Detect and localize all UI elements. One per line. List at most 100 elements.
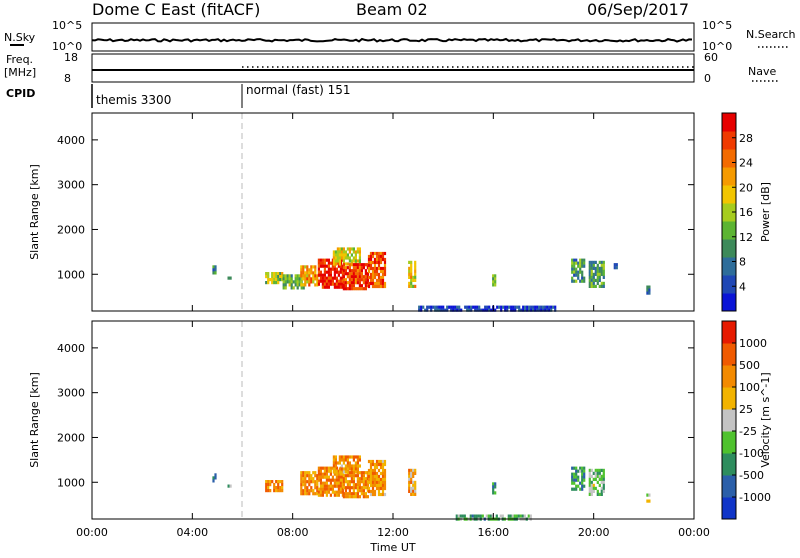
data-cell bbox=[360, 266, 363, 270]
data-cell bbox=[546, 308, 549, 312]
data-cell bbox=[334, 458, 337, 462]
data-cell bbox=[348, 263, 351, 267]
data-cell bbox=[367, 486, 371, 491]
data-cell bbox=[579, 267, 582, 271]
data-cell bbox=[306, 489, 309, 493]
data-cell bbox=[573, 267, 576, 271]
data-cell bbox=[440, 308, 443, 312]
colorbar-tick-label: -100 bbox=[739, 447, 764, 460]
data-cell bbox=[434, 305, 437, 309]
data-cell bbox=[337, 490, 340, 494]
data-cell bbox=[319, 273, 322, 277]
data-cell bbox=[383, 474, 387, 479]
cpid-panel: CPID themis 3300 normal (fast) 151 bbox=[6, 83, 350, 108]
data-cell bbox=[371, 459, 375, 464]
data-cell bbox=[346, 455, 349, 459]
data-cell bbox=[575, 487, 578, 491]
data-cell bbox=[331, 282, 334, 286]
data-cell bbox=[316, 277, 319, 281]
data-cell bbox=[440, 305, 443, 309]
data-cell bbox=[381, 278, 385, 283]
data-cell bbox=[414, 483, 417, 487]
data-cell bbox=[267, 278, 270, 282]
data-cell bbox=[348, 471, 351, 475]
data-cell bbox=[375, 266, 379, 271]
data-cell bbox=[339, 478, 342, 482]
colorbar-tick-label: 16 bbox=[739, 206, 753, 219]
data-cell bbox=[362, 477, 365, 481]
data-cell bbox=[344, 489, 347, 493]
data-cell bbox=[323, 270, 326, 274]
data-cell bbox=[646, 499, 649, 503]
colorbar-tick-label: 12 bbox=[739, 231, 753, 244]
data-cell bbox=[408, 486, 411, 490]
data-cell bbox=[466, 308, 469, 312]
data-cell bbox=[214, 271, 217, 275]
data-cell bbox=[414, 471, 417, 475]
data-cell bbox=[342, 455, 345, 459]
data-cell bbox=[350, 275, 353, 279]
data-cell bbox=[492, 280, 495, 284]
data-cell bbox=[319, 276, 322, 280]
data-cell bbox=[316, 483, 319, 487]
data-cell bbox=[373, 260, 377, 265]
data-cell bbox=[588, 275, 591, 279]
data-cell bbox=[331, 267, 334, 271]
data-cell bbox=[381, 492, 385, 497]
data-cell bbox=[325, 285, 328, 289]
data-cell bbox=[473, 514, 476, 518]
data-cell bbox=[271, 275, 274, 279]
data-cell bbox=[477, 514, 480, 518]
data-cell bbox=[613, 263, 616, 267]
data-cell bbox=[478, 305, 481, 309]
data-cell bbox=[279, 486, 282, 490]
data-cell bbox=[339, 285, 342, 289]
data-cell bbox=[354, 486, 357, 490]
data-cell bbox=[522, 308, 525, 312]
data-cell bbox=[602, 269, 605, 273]
data-cell bbox=[383, 492, 387, 497]
data-cell bbox=[323, 484, 326, 488]
data-cell bbox=[494, 485, 497, 489]
data-cell bbox=[474, 308, 477, 312]
data-cell bbox=[277, 483, 280, 487]
data-cell bbox=[526, 308, 529, 312]
data-cell bbox=[418, 308, 421, 312]
data-cell bbox=[598, 260, 601, 264]
data-cell bbox=[354, 263, 357, 267]
data-cell bbox=[354, 250, 357, 254]
data-cell bbox=[379, 260, 383, 265]
data-cell bbox=[571, 276, 574, 280]
data-cell bbox=[596, 489, 599, 493]
data-cell bbox=[348, 464, 351, 468]
data-cell bbox=[316, 274, 319, 278]
y-tick-label: 2000 bbox=[57, 431, 85, 444]
data-cell bbox=[379, 477, 383, 482]
data-cell bbox=[273, 275, 276, 279]
data-cell bbox=[364, 263, 367, 267]
data-cell bbox=[342, 269, 345, 273]
data-cell bbox=[350, 269, 353, 273]
data-cell bbox=[592, 284, 595, 288]
data-cell bbox=[412, 275, 415, 279]
freq-panel: Freq. [MHz] 18 8 60 0 Nave bbox=[4, 51, 778, 85]
data-cell bbox=[588, 471, 591, 475]
data-cell bbox=[342, 281, 345, 285]
data-cell bbox=[358, 287, 361, 291]
data-cell bbox=[573, 258, 576, 262]
data-cell bbox=[470, 305, 473, 309]
data-cell bbox=[581, 258, 584, 262]
data-cell bbox=[383, 257, 387, 262]
data-cell bbox=[348, 483, 351, 487]
data-cell bbox=[448, 305, 451, 309]
data-cell bbox=[214, 476, 217, 480]
data-cell bbox=[367, 263, 371, 268]
data-cell bbox=[369, 254, 373, 259]
data-cell bbox=[588, 284, 591, 288]
data-cell bbox=[594, 474, 597, 478]
data-cell bbox=[325, 478, 328, 482]
data-cell bbox=[325, 475, 328, 479]
data-cell bbox=[598, 272, 601, 276]
data-cell bbox=[325, 270, 328, 274]
